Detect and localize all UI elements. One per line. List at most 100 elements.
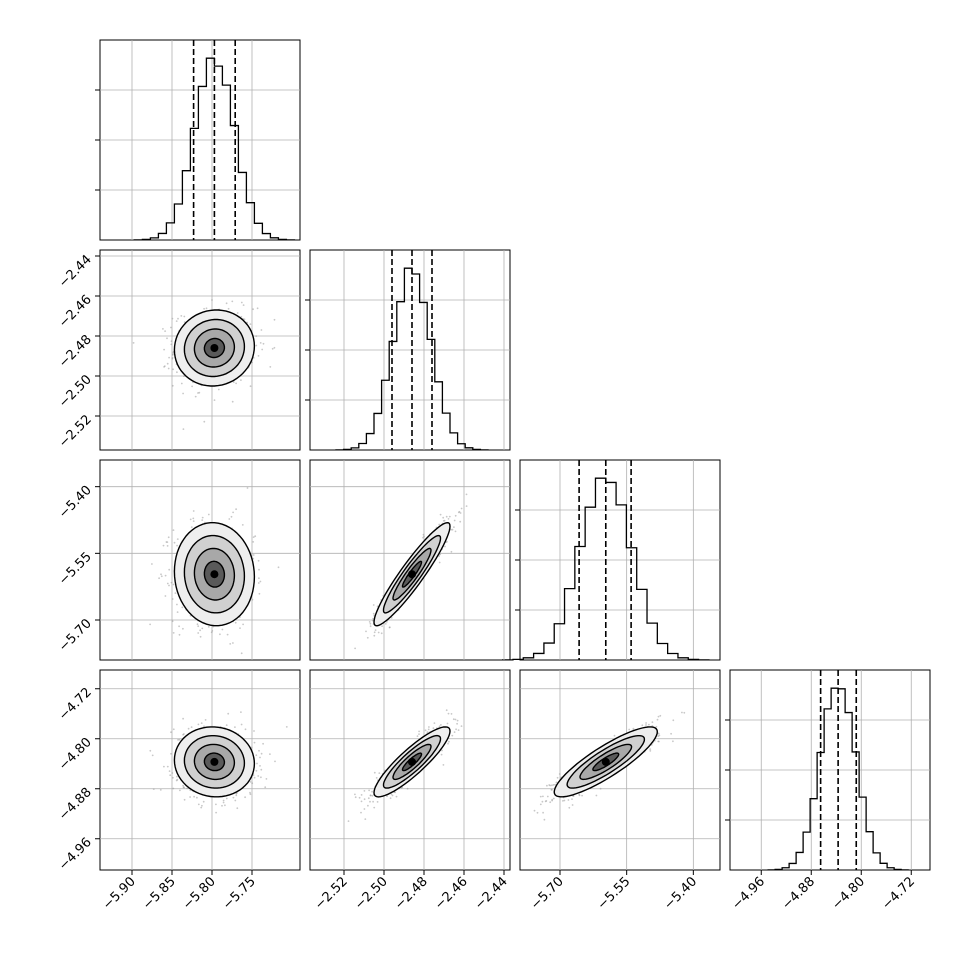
scatter-point bbox=[548, 784, 551, 786]
density-peak bbox=[601, 757, 610, 766]
scatter-point bbox=[176, 611, 179, 613]
scatter-point bbox=[234, 726, 236, 728]
scatter-point bbox=[542, 795, 544, 798]
scatter-point bbox=[170, 343, 173, 346]
scatter-point bbox=[182, 627, 184, 630]
scatter-point bbox=[452, 718, 455, 721]
scatter-point bbox=[164, 330, 167, 332]
scatter-point bbox=[438, 555, 440, 557]
scatter-point bbox=[258, 568, 260, 571]
scatter-point bbox=[170, 731, 172, 734]
scatter-point bbox=[453, 519, 456, 522]
scatter-point bbox=[371, 619, 374, 622]
scatter-point bbox=[177, 317, 179, 320]
scatter-point bbox=[164, 574, 167, 577]
scatter-point bbox=[433, 722, 436, 724]
scatter-point bbox=[551, 798, 554, 801]
scatter-point bbox=[451, 528, 454, 531]
scatter-point bbox=[149, 749, 152, 752]
scatter-point bbox=[457, 511, 460, 514]
panel-frame bbox=[309, 669, 511, 871]
scatter-point bbox=[649, 750, 652, 752]
y-tick-label: −2.44 bbox=[56, 252, 95, 291]
scatter-point bbox=[240, 723, 243, 726]
scatter-point bbox=[423, 535, 425, 538]
scatter-point bbox=[169, 774, 172, 777]
scatter-point bbox=[240, 379, 242, 381]
scatter-point bbox=[189, 518, 192, 521]
scatter-point bbox=[552, 784, 555, 786]
scatter-point bbox=[151, 563, 153, 565]
y-tick-label: −2.46 bbox=[56, 292, 95, 331]
scatter-point bbox=[273, 346, 276, 349]
scatter-point bbox=[568, 806, 571, 809]
scatter-point bbox=[454, 514, 457, 517]
scatter-point bbox=[246, 487, 249, 489]
scatter-point bbox=[442, 516, 445, 519]
scatter-point bbox=[613, 734, 616, 737]
scatter-point bbox=[406, 787, 409, 790]
scatter-point bbox=[440, 724, 442, 726]
scatter-point bbox=[376, 605, 379, 608]
scatter-point bbox=[215, 811, 218, 814]
scatter-point bbox=[354, 647, 356, 650]
scatter-point bbox=[354, 796, 357, 799]
scatter-point bbox=[656, 718, 659, 721]
scatter-point bbox=[196, 796, 198, 799]
scatter-point bbox=[374, 629, 377, 631]
scatter-point bbox=[235, 382, 238, 385]
histogram-panel bbox=[502, 459, 721, 661]
scatter-point bbox=[168, 356, 171, 359]
scatter-point bbox=[427, 728, 430, 731]
scatter-point bbox=[390, 617, 393, 619]
scatter-point bbox=[199, 635, 202, 638]
scatter-point bbox=[373, 771, 376, 774]
scatter-point bbox=[166, 362, 169, 365]
scatter-point bbox=[632, 727, 635, 730]
scatter-point bbox=[172, 787, 175, 790]
scatter-point bbox=[453, 731, 456, 733]
scatter-point bbox=[358, 796, 361, 799]
scatter-point bbox=[178, 738, 181, 741]
scatter-point bbox=[439, 553, 442, 556]
scatter-point bbox=[367, 797, 370, 800]
scatter-point bbox=[539, 803, 542, 806]
scatter-point bbox=[271, 347, 274, 350]
scatter-point bbox=[204, 719, 207, 721]
scatter-point bbox=[232, 511, 235, 514]
scatter-point bbox=[448, 740, 450, 743]
scatter-point bbox=[541, 800, 544, 803]
scatter-point bbox=[259, 765, 261, 767]
scatter-point bbox=[347, 820, 350, 822]
scatter-point bbox=[177, 739, 179, 741]
scatter-point bbox=[254, 535, 257, 538]
scatter-point bbox=[380, 632, 383, 635]
scatter-point bbox=[170, 340, 173, 343]
scatter-point bbox=[149, 623, 152, 626]
scatter-point bbox=[178, 633, 181, 636]
scatter-point bbox=[454, 530, 457, 533]
scatter-point bbox=[201, 516, 204, 519]
y-tick-label: −2.52 bbox=[56, 412, 95, 451]
scatter-point bbox=[170, 752, 172, 755]
scatter-point bbox=[222, 801, 225, 804]
scatter-point bbox=[240, 652, 243, 655]
scatter-point bbox=[447, 742, 449, 745]
scatter-point bbox=[186, 787, 189, 790]
panel-frame bbox=[99, 669, 301, 871]
scatter-point bbox=[197, 803, 200, 806]
scatter-point bbox=[163, 348, 166, 351]
scatter-point bbox=[365, 630, 367, 633]
scatter-point bbox=[552, 797, 555, 800]
scatter-point bbox=[252, 554, 255, 556]
scatter-point bbox=[235, 508, 238, 511]
scatter-point bbox=[253, 776, 256, 779]
scatter-point bbox=[264, 786, 267, 789]
scatter-point bbox=[227, 307, 230, 310]
scatter-point bbox=[438, 725, 441, 728]
scatter-point bbox=[546, 795, 549, 798]
scatter-point bbox=[563, 799, 566, 802]
histogram-panel bbox=[95, 39, 301, 241]
panel-frame bbox=[519, 669, 721, 871]
scatter-point bbox=[189, 796, 192, 798]
